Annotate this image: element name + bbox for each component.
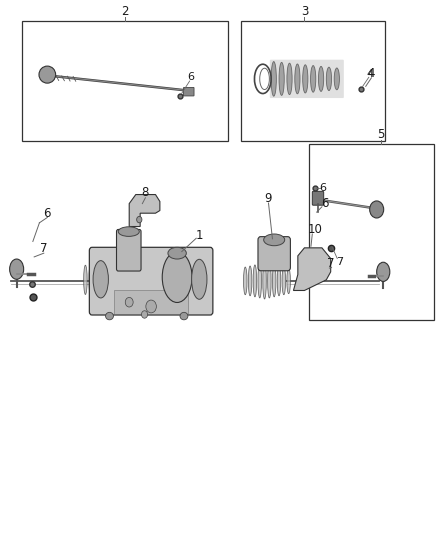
- Ellipse shape: [268, 264, 271, 298]
- Ellipse shape: [253, 265, 257, 297]
- Ellipse shape: [264, 234, 285, 246]
- FancyBboxPatch shape: [89, 247, 213, 315]
- FancyBboxPatch shape: [117, 229, 141, 271]
- Text: 2: 2: [121, 5, 129, 18]
- Ellipse shape: [263, 263, 266, 299]
- FancyBboxPatch shape: [270, 60, 344, 98]
- Ellipse shape: [287, 63, 292, 95]
- Bar: [22, 21, 228, 141]
- Text: 4: 4: [367, 67, 375, 79]
- Circle shape: [146, 300, 156, 313]
- Text: 6: 6: [321, 197, 329, 210]
- Ellipse shape: [377, 262, 390, 281]
- Text: 9: 9: [265, 192, 272, 205]
- Ellipse shape: [271, 62, 276, 96]
- Ellipse shape: [318, 66, 324, 92]
- Ellipse shape: [115, 261, 119, 298]
- Text: 7: 7: [40, 243, 48, 255]
- Circle shape: [141, 311, 148, 318]
- Text: 1: 1: [195, 229, 203, 242]
- Ellipse shape: [334, 68, 339, 90]
- Ellipse shape: [326, 67, 332, 91]
- FancyBboxPatch shape: [312, 191, 324, 205]
- Text: 5: 5: [378, 128, 385, 141]
- Ellipse shape: [39, 66, 56, 83]
- Ellipse shape: [118, 227, 139, 237]
- Ellipse shape: [93, 261, 109, 298]
- Text: 7: 7: [327, 257, 335, 270]
- Text: 6: 6: [187, 72, 194, 82]
- FancyBboxPatch shape: [114, 290, 188, 314]
- Ellipse shape: [282, 267, 286, 295]
- Ellipse shape: [94, 263, 98, 296]
- Ellipse shape: [106, 312, 113, 320]
- Ellipse shape: [244, 267, 247, 295]
- Ellipse shape: [105, 261, 108, 298]
- Text: 6: 6: [43, 207, 51, 220]
- Ellipse shape: [162, 252, 192, 303]
- Ellipse shape: [277, 266, 281, 296]
- Circle shape: [137, 216, 142, 223]
- FancyBboxPatch shape: [258, 237, 290, 271]
- Ellipse shape: [120, 262, 124, 297]
- Text: 10: 10: [308, 223, 323, 236]
- Ellipse shape: [192, 260, 207, 300]
- Ellipse shape: [168, 247, 186, 259]
- Ellipse shape: [287, 268, 290, 294]
- Polygon shape: [293, 248, 331, 290]
- Ellipse shape: [10, 259, 24, 279]
- Circle shape: [125, 297, 133, 307]
- Text: 3: 3: [301, 5, 308, 18]
- Ellipse shape: [248, 266, 252, 296]
- Ellipse shape: [136, 265, 140, 294]
- Bar: [309, 144, 434, 320]
- Bar: [241, 21, 385, 141]
- Ellipse shape: [311, 66, 316, 92]
- Ellipse shape: [89, 264, 92, 295]
- FancyBboxPatch shape: [184, 87, 194, 96]
- Ellipse shape: [258, 264, 261, 298]
- Ellipse shape: [99, 262, 103, 297]
- Polygon shape: [129, 195, 160, 227]
- Ellipse shape: [272, 265, 276, 297]
- Text: 4: 4: [367, 69, 374, 78]
- Ellipse shape: [303, 65, 308, 93]
- Ellipse shape: [131, 264, 134, 295]
- Text: 8: 8: [142, 187, 149, 199]
- Text: 7: 7: [336, 257, 343, 267]
- Ellipse shape: [370, 201, 384, 218]
- Ellipse shape: [126, 263, 129, 296]
- Ellipse shape: [84, 265, 87, 294]
- Ellipse shape: [110, 260, 113, 300]
- Ellipse shape: [279, 62, 284, 95]
- Ellipse shape: [180, 312, 188, 320]
- Text: 6: 6: [320, 183, 327, 192]
- Ellipse shape: [295, 64, 300, 94]
